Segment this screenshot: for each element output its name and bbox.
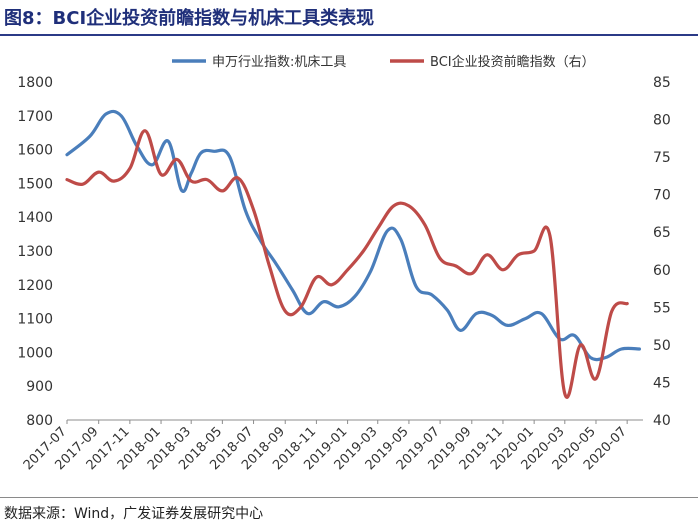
y-left-tick-label: 1100 [17,312,53,328]
y-left-tick-label: 1400 [17,210,53,226]
series-line-left [65,109,641,362]
y-right-tick-label: 45 [653,375,671,391]
y-left-tick-label: 900 [26,379,53,395]
footer-divider [0,497,698,498]
y-left-tick-label: 1300 [17,244,53,260]
y-left-tick-label: 1600 [17,143,53,159]
y-left-tick-label: 1500 [17,176,53,192]
y-left-tick-label: 1000 [17,345,53,361]
data-source: 数据来源：Wind，广发证券发展研究中心 [4,506,264,522]
y-right-tick-label: 60 [653,263,671,279]
legend-label: BCI企业投资前瞻指数（右） [430,54,595,70]
legend-label: 申万行业指数:机床工具 [212,55,346,70]
y-right-tick-label: 75 [653,150,671,166]
title-bar: 图8：BCI企业投资前瞻指数与机床工具类表现 [0,0,698,36]
y-right-tick-label: 40 [653,413,671,429]
chart-title: 图8：BCI企业投资前瞻指数与机床工具类表现 [4,8,375,29]
y-right-tick-label: 85 [653,75,671,91]
y-right-tick-label: 55 [653,300,671,316]
y-left-tick-label: 1800 [17,75,53,91]
y-right-tick-label: 50 [653,338,671,354]
y-right-tick-label: 80 [653,113,671,129]
y-right-tick-label: 70 [653,188,671,204]
y-left-tick-label: 1200 [17,278,53,294]
y-left-tick-label: 800 [26,413,53,429]
series-line-right [65,129,629,399]
y-left-tick-label: 1700 [17,109,53,125]
y-right-tick-label: 65 [653,225,671,241]
